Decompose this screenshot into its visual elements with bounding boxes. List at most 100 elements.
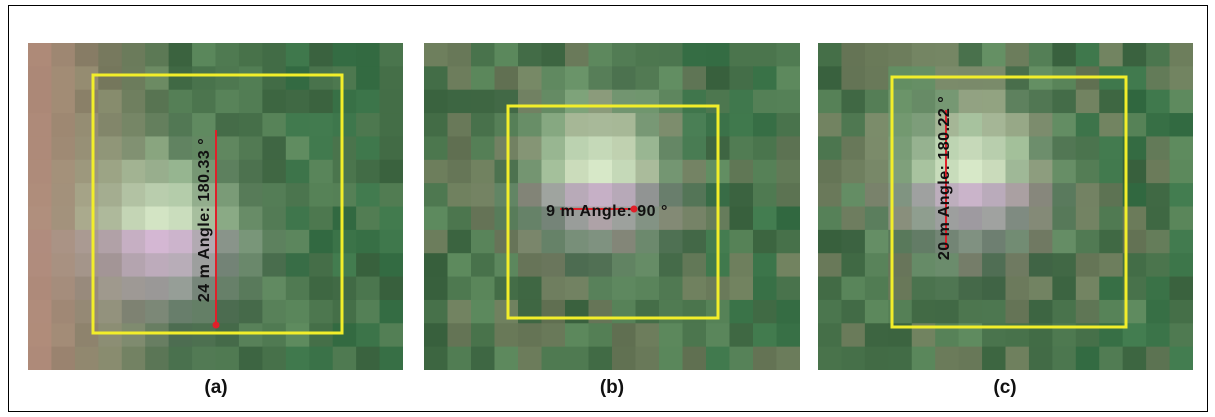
pixel [1169,43,1193,67]
pixel [911,323,936,348]
pixel [958,206,983,231]
pixel [215,159,240,184]
pixel [706,346,731,370]
pixel [1169,159,1193,184]
pixel [332,206,357,231]
pixel [309,323,334,348]
pixel [635,206,660,231]
pixel [1099,323,1124,348]
pixel [1005,113,1030,138]
pixel [1146,113,1171,138]
pixel [888,346,913,370]
pixel [841,183,866,208]
pixel [238,323,263,348]
pixel [1169,323,1193,348]
pixel [588,323,613,348]
pixel [262,299,287,324]
pixel [98,43,123,67]
pixel [659,89,684,114]
pixel [192,136,217,161]
pixel [262,113,287,138]
pixel [911,276,936,301]
pixel [356,136,381,161]
pixel [518,276,543,301]
pixel [1146,323,1171,348]
pixel [612,346,637,370]
pixel [424,66,449,91]
pixel [612,229,637,254]
pixel [1099,229,1124,254]
pixel [1169,299,1193,324]
pixel [28,206,53,231]
pixel [121,159,146,184]
pixel [518,299,543,324]
pixel [729,113,754,138]
pixel [262,136,287,161]
pixel [635,299,660,324]
pixel [864,229,889,254]
pixel [541,346,566,370]
pixel [935,89,960,114]
pixel [841,323,866,348]
pixel [729,276,754,301]
pixel [729,253,754,278]
pixel [776,136,800,161]
pixel [911,206,936,231]
pixel [1146,253,1171,278]
pixel [1146,183,1171,208]
pixel [1122,346,1147,370]
pixel [565,346,590,370]
pixel [238,206,263,231]
pixel [1169,276,1193,301]
pixel [818,299,843,324]
pixel [1005,43,1030,67]
pixel [541,113,566,138]
pixel [145,229,170,254]
pixel [1052,253,1077,278]
pixel [379,346,403,370]
pixel [356,159,381,184]
pixel [309,89,334,114]
pixel [379,299,403,324]
pixel [192,183,217,208]
pixel [518,66,543,91]
pixel [1099,183,1124,208]
pixel [51,323,76,348]
pixel [424,136,449,161]
pixel [541,159,566,184]
pixel [1005,136,1030,161]
pixel [356,299,381,324]
pixel [121,299,146,324]
pixel [1146,66,1171,91]
pixel [864,136,889,161]
pixel [356,229,381,254]
pixel [309,136,334,161]
pixel [1099,346,1124,370]
pixel [588,206,613,231]
pixel [74,346,99,370]
pixel [518,346,543,370]
pixel [356,43,381,67]
pixel [1028,253,1053,278]
pixel [635,159,660,184]
pixel [565,323,590,348]
pixel [888,159,913,184]
pixel [309,299,334,324]
pixel [753,136,778,161]
pixel [753,299,778,324]
pixel [168,299,193,324]
pixel [285,299,310,324]
pixel [356,66,381,91]
pixel [215,323,240,348]
pixel [1005,183,1030,208]
pixel [776,276,800,301]
pixel [841,89,866,114]
pixel [121,89,146,114]
pixel [262,159,287,184]
pixel [1122,89,1147,114]
pixel [841,253,866,278]
pixel [98,113,123,138]
pixel [494,66,519,91]
pixel [659,229,684,254]
pixel [612,323,637,348]
